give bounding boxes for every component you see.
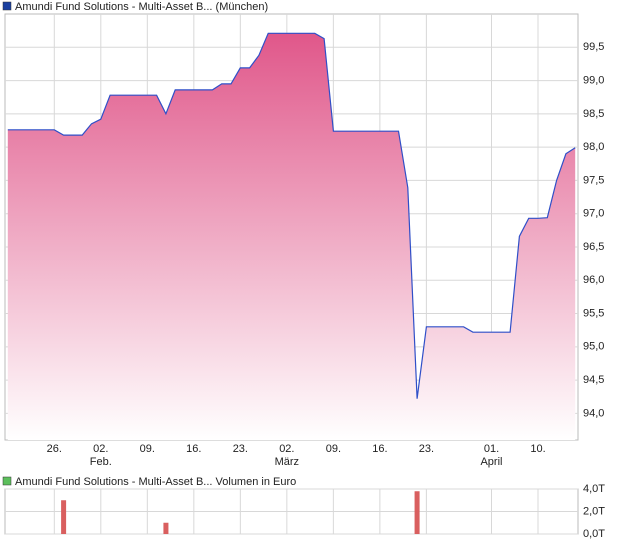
x-tick-label: 02. — [279, 443, 294, 455]
month-label: März — [275, 456, 299, 468]
legend-label: Amundi Fund Solutions - Multi-Asset B...… — [15, 476, 296, 488]
x-tick-label: 23. — [233, 443, 248, 455]
x-tick-label: 23. — [419, 443, 434, 455]
bar — [61, 500, 67, 534]
legend-swatch — [2, 476, 12, 486]
y-tick-label: 2,0T — [583, 505, 605, 517]
x-tick-label: 10. — [530, 443, 545, 455]
x-tick-label: 01. — [484, 443, 499, 455]
area — [7, 33, 576, 441]
y-tick-label: 99,5 — [583, 41, 604, 53]
y-tick-label: 94,5 — [583, 374, 604, 386]
month-label: Feb. — [90, 456, 112, 468]
y-tick-label: 98,5 — [583, 108, 604, 120]
x-tick-label: 09. — [140, 443, 155, 455]
y-tick-label: 98,0 — [583, 141, 604, 153]
y-tick-label: 95,5 — [583, 307, 604, 319]
y-tick-label: 97,5 — [583, 174, 604, 186]
y-tick-label: 96,5 — [583, 241, 604, 253]
x-tick-label: 16. — [186, 443, 201, 455]
legend-label: Amundi Fund Solutions - Multi-Asset B...… — [15, 1, 268, 13]
x-tick-label: 26. — [47, 443, 62, 455]
legend-swatch — [2, 1, 12, 11]
x-tick-label: 16. — [372, 443, 387, 455]
y-tick-label: 96,0 — [583, 274, 604, 286]
y-tick-label: 95,0 — [583, 341, 604, 353]
bar — [414, 491, 420, 534]
x-tick-label: 09. — [326, 443, 341, 455]
y-tick-label: 4,0T — [583, 483, 605, 495]
x-tick-label: 02. — [93, 443, 108, 455]
y-tick-label: 0,0T — [583, 528, 605, 540]
y-tick-label: 97,0 — [583, 208, 604, 220]
y-tick-label: 99,0 — [583, 74, 604, 86]
line — [7, 32, 576, 399]
month-label: April — [480, 456, 502, 468]
bar — [163, 522, 169, 534]
y-tick-label: 94,0 — [583, 407, 604, 419]
